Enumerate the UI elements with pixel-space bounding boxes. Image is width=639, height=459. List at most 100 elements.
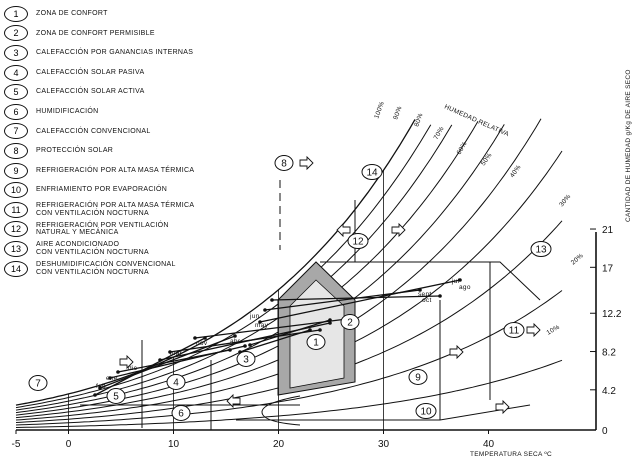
zone-marker-number: 6: [178, 409, 184, 420]
legend-number: 2: [4, 25, 28, 42]
zone-marker-circle: [415, 403, 437, 419]
zone-marker-circle: [166, 374, 186, 390]
zone-marker-number: 12: [352, 237, 364, 248]
month-point: [93, 393, 97, 397]
legend-text: ENFRIAMIENTO POR EVAPORACIÓN: [36, 186, 168, 194]
legend-item-6: 6 HUMIDIFICACIÓN: [4, 102, 254, 122]
rh-label: 100%: [373, 101, 386, 120]
legend-item-12: 12 REFRIGERACIÓN POR VENTILACIÓN NATURAL …: [4, 220, 254, 240]
zone-marker-circle: [171, 405, 191, 421]
x-axis-label: TEMPERATURA SECA ºC: [470, 451, 552, 458]
legend-item-2: 2 ZONA DE CONFORT PERMISIBLE: [4, 24, 254, 44]
rh-label: 10%: [546, 324, 562, 337]
legend-number: 1: [4, 5, 28, 22]
legend-text: REFRIGERACIÓN POR ALTA MASA TÉRMICA CON …: [36, 202, 195, 217]
legend-item-8: 8 PROTECCIÓN SOLAR: [4, 141, 254, 161]
x-tick-label: 0: [66, 439, 72, 450]
legend-item-11: 11 REFRIGERACIÓN POR ALTA MASA TÉRMICA CO…: [4, 200, 254, 220]
month-label: may: [255, 322, 269, 329]
x-tick-label: 10: [168, 439, 180, 450]
zone-arrow: [495, 399, 510, 415]
legend-text: CALEFACCIÓN CONVENCIONAL: [36, 127, 151, 135]
month-point: [168, 350, 172, 354]
legend-number: 11: [4, 201, 28, 218]
month-label: jul: [451, 278, 460, 285]
month-point: [458, 278, 462, 282]
rh-curve: [15, 290, 563, 426]
x-tick-label: -5: [12, 439, 21, 450]
legend-number: 9: [4, 162, 28, 179]
legend-number: 3: [4, 44, 28, 61]
y-tick-label: 12.2: [602, 309, 622, 320]
month-line: [194, 317, 356, 339]
zone-marker-number: 14: [366, 168, 378, 179]
month-label: jun: [249, 313, 260, 320]
legend-item-3: 3 CALEFACCIÓN POR GANANCIAS INTERNAS: [4, 43, 254, 63]
zone-arrow: [119, 354, 134, 370]
legend-number: 5: [4, 84, 28, 101]
zone-marker-circle: [408, 369, 428, 385]
x-tick-label: 30: [378, 439, 390, 450]
month-label: ago: [459, 284, 471, 291]
zone-marker-number: 9: [415, 373, 421, 384]
month-point: [243, 344, 247, 348]
legend-item-13: 13 AIRE ACONDICIONADO CON VENTILACIÓN NOC…: [4, 239, 254, 259]
month-point: [263, 308, 267, 312]
x-tick-label: 20: [273, 439, 285, 450]
zone-marker-number: 2: [347, 318, 353, 329]
x-tick-label: 40: [483, 439, 495, 450]
zone-marker-number: 3: [243, 355, 249, 366]
month-point: [116, 370, 120, 374]
month-point: [98, 386, 102, 390]
month-line: [239, 329, 311, 353]
legend-text: CALEFACCIÓN SOLAR PASIVA: [36, 68, 145, 76]
month-label: nov: [196, 340, 208, 347]
legend-number: 13: [4, 240, 28, 257]
zone-marker-circle: [274, 155, 294, 171]
zone-arrow: [299, 155, 314, 171]
month-point: [233, 334, 237, 338]
month-point: [158, 358, 162, 362]
legend-number: 14: [4, 260, 28, 277]
y-tick-label: 21: [602, 225, 614, 236]
month-line: [259, 279, 461, 323]
y-tick-label: 8.2: [602, 348, 616, 359]
legend-text: CALEFACCIÓN POR GANANCIAS INTERNAS: [36, 49, 194, 57]
zone-marker-circle: [28, 375, 48, 391]
zone-marker-circle: [306, 334, 326, 350]
zone-marker-number: 4: [173, 378, 179, 389]
rh-title: HUMEDAD RELATIVA: [443, 103, 510, 138]
legend-item-9: 9 REFRIGERACIÓN POR ALTA MASA TÉRMICA: [4, 161, 254, 181]
month-point: [258, 320, 262, 324]
rh-label: 80%: [413, 112, 424, 127]
zone-marker-circle: [236, 351, 256, 367]
month-point: [308, 328, 312, 332]
month-point: [318, 328, 322, 332]
zone-marker-number: 5: [113, 392, 119, 403]
zone-marker-number: 8: [281, 159, 287, 170]
legend-text: PROTECCIÓN SOLAR: [36, 147, 114, 155]
month-label: ene: [106, 375, 118, 382]
y-axis-label: CANTIDAD DE HUMEDAD g/Kg DE AIRE SECO: [625, 69, 632, 222]
legend-item-10: 10 ENFRIAMIENTO POR EVAPORACIÓN: [4, 180, 254, 200]
rh-label: 90%: [392, 105, 403, 120]
evaporative-zone-boundary: [236, 404, 531, 421]
legend-text: CALEFACCIÓN SOLAR ACTIVA: [36, 88, 145, 96]
month-point: [228, 348, 232, 352]
month-label: abr: [230, 338, 241, 345]
zone-marker-circle: [503, 322, 525, 338]
zone-arrow: [449, 344, 464, 360]
legend-text: ZONA DE CONFORT: [36, 10, 108, 18]
zone-marker-circle: [530, 241, 552, 257]
legend-text: HUMIDIFICACIÓN: [36, 108, 99, 116]
zone-marker-circle: [347, 233, 369, 249]
month-point: [328, 321, 332, 325]
month-point: [270, 298, 274, 302]
zone-marker-number: 13: [535, 245, 547, 256]
y-tick-label: 4.2: [602, 386, 616, 397]
month-line: [271, 295, 441, 301]
legend-number: 10: [4, 182, 28, 199]
zone-marker-circle: [340, 314, 360, 330]
